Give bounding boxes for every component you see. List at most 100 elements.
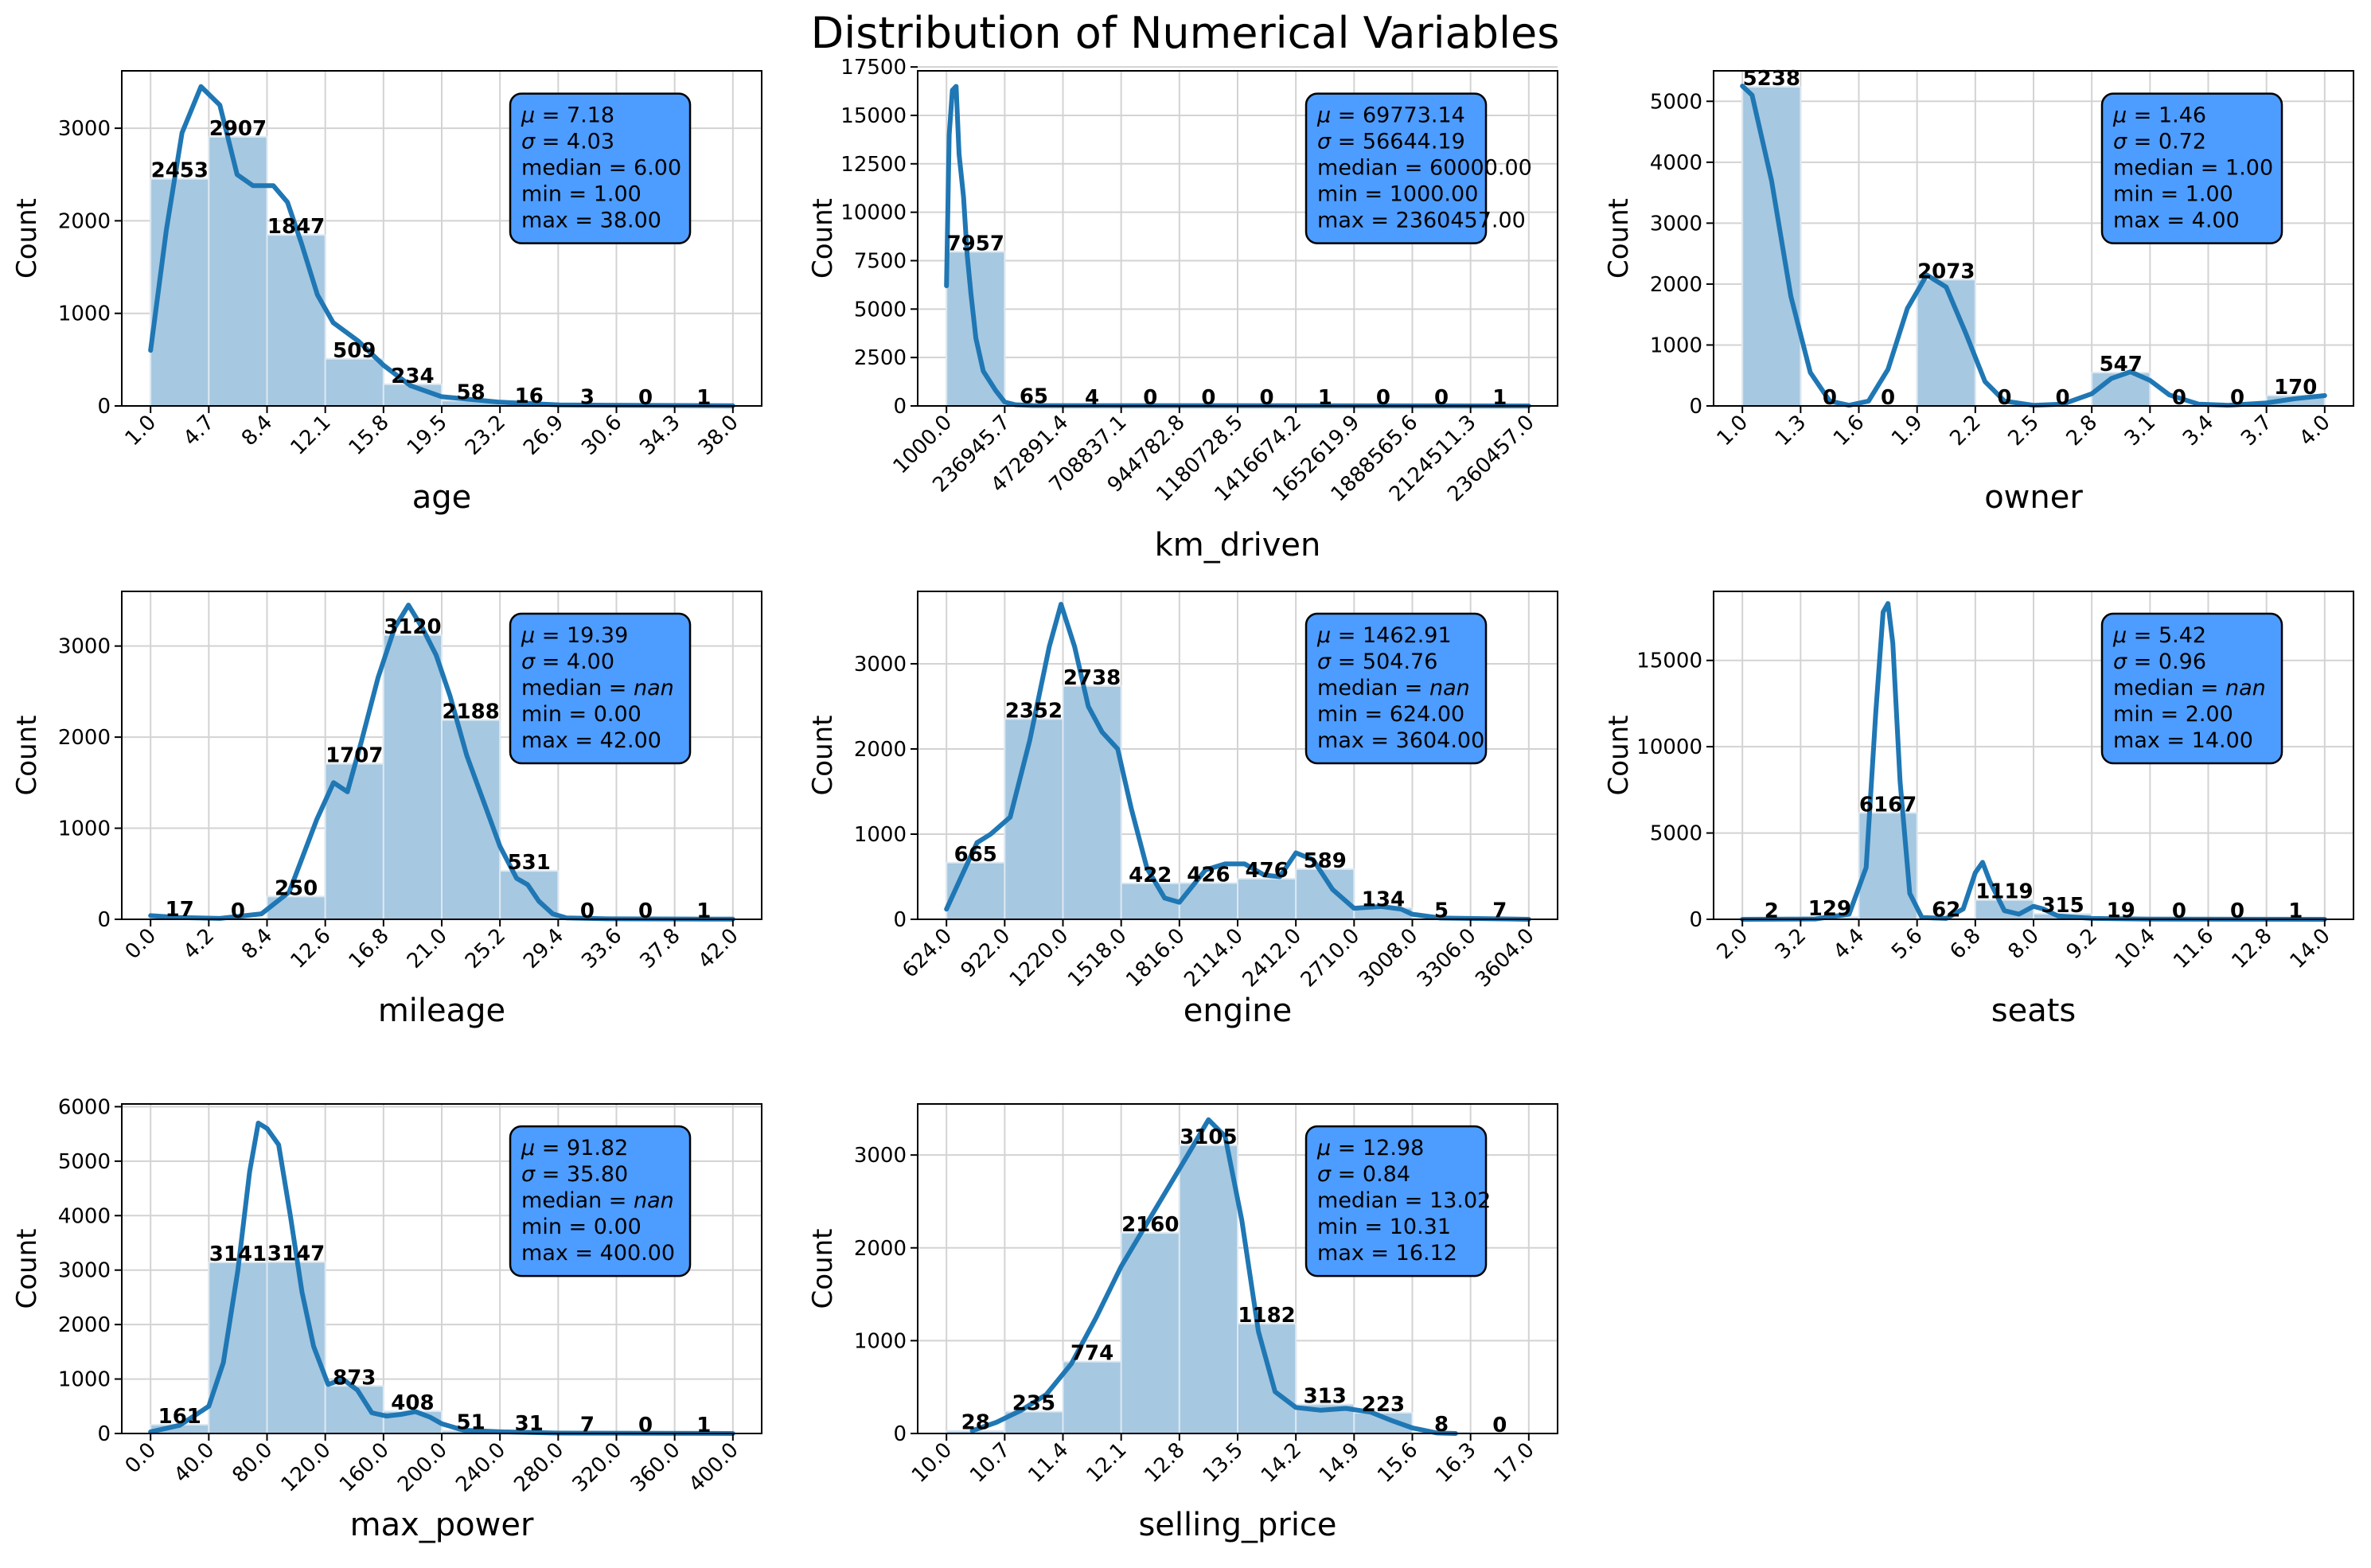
stats-box [1304, 612, 1488, 765]
x-tick-label: 3008.0 [1355, 924, 1423, 993]
x-tick-label: 10.0 [907, 1438, 957, 1488]
x-tick-label: 12.1 [286, 411, 335, 460]
x-tick-label: 1.0 [1713, 411, 1753, 451]
x-tick-label: 0.0 [121, 924, 161, 964]
x-tick-label: 2.2 [1945, 411, 1985, 451]
y-axis-label: Count [11, 1229, 43, 1309]
stat-value: 624.00 [1390, 702, 1464, 727]
x-tick-label: 11.6 [2169, 924, 2218, 973]
stat-max: max = 400.00 [521, 1241, 675, 1266]
x-tick-label: 360.0 [626, 1438, 685, 1497]
bar-count-label: 0 [1143, 386, 1157, 410]
stat-value: 4.03 [567, 130, 614, 154]
x-tick-label: 1.9 [1887, 411, 1927, 451]
x-tick-label: 160.0 [335, 1438, 394, 1497]
bar-count-label: 2352 [1005, 699, 1063, 723]
x-tick-label: 240.0 [451, 1438, 510, 1497]
histogram-bar [1004, 718, 1064, 921]
bar-count-label: 408 [391, 1391, 434, 1415]
bar-count-label: 0 [1823, 386, 1837, 410]
bar-count-label: 2 [1765, 899, 1779, 923]
y-tick-label: 17500 [840, 56, 907, 80]
y-tick-label: 5000 [1650, 90, 1702, 114]
stat-value: 1.46 [2158, 103, 2206, 128]
kde-curve [1740, 601, 2327, 922]
bar-count-label: 65 [1020, 384, 1048, 408]
bar-count-label: 1119 [1975, 880, 2033, 904]
y-axis-label: Count [807, 1229, 839, 1309]
x-tick-label: 14.9 [1315, 1438, 1364, 1488]
subplot-max_power: 161 3141 3147 873 408 51 31 7 0 1 0 1000 2000 3000 400… [11, 1095, 762, 1543]
y-tick-label: 2000 [58, 1313, 111, 1337]
bar-count-label: 0 [1881, 386, 1895, 410]
stat-mu: μ = 19.39 [521, 623, 628, 648]
x-axis-label: engine [1184, 993, 1292, 1029]
stat-median: median = nan [521, 1188, 674, 1213]
stat-value: 56644.19 [1363, 130, 1465, 154]
histogram-bar [1237, 1323, 1297, 1435]
x-tick-label: 1518.0 [1063, 924, 1132, 993]
stat-value: 3604.00 [1396, 728, 1485, 753]
x-axis-label: km_driven [1155, 527, 1321, 564]
x-axis-label: age [412, 479, 472, 516]
x-tick-label: 1.6 [1829, 411, 1869, 451]
x-tick-label: 3604.0 [1471, 924, 1539, 993]
bar-count-label: 509 [333, 339, 376, 363]
stat-min: min = 10.31 [1317, 1215, 1451, 1239]
bar-count-label: 62 [1932, 899, 1960, 922]
x-tick-label: 2710.0 [1297, 924, 1365, 993]
bar-count-label: 51 [456, 1411, 485, 1435]
kde-curve [969, 1117, 1458, 1436]
x-tick-label: 4.4 [1829, 924, 1869, 964]
y-tick-label: 2000 [1650, 273, 1702, 297]
stat-median: median = 6.00 [521, 156, 681, 181]
bar-count-label: 2073 [1917, 259, 1975, 283]
x-tick-label: 37.8 [635, 924, 684, 973]
bar-count-label: 234 [391, 365, 434, 388]
bar-count-label: 4 [1085, 386, 1099, 410]
x-tick-label: 3.7 [2236, 411, 2276, 451]
y-tick-label: 2000 [58, 726, 111, 750]
stat-value: 35.80 [567, 1162, 628, 1187]
stat-min: min = 0.00 [521, 1215, 641, 1239]
bar-count-label: 17 [166, 898, 194, 922]
bar-count-label: 0 [1260, 386, 1274, 410]
stat-min: min = 2.00 [2113, 702, 2233, 727]
stats-box [1304, 92, 1488, 244]
x-tick-label: 1.0 [121, 411, 161, 451]
y-tick-label: 3000 [854, 653, 907, 677]
bar-count-label: 2188 [442, 700, 499, 724]
stat-mu: μ = 1462.91 [1316, 623, 1452, 648]
y-tick-label: 1000 [58, 817, 111, 841]
stat-sigma: σ = 504.76 [1317, 649, 1437, 674]
stat-sigma: σ = 4.00 [521, 649, 614, 674]
bar-count-label: 1182 [1238, 1304, 1295, 1328]
x-tick-label: 8.0 [2003, 924, 2043, 964]
stat-median: median = 13.02 [1317, 1188, 1491, 1213]
histogram-bar [382, 634, 443, 921]
x-axis-label: owner [1984, 479, 2083, 516]
bar-count-label: 129 [1808, 897, 1851, 921]
y-axis-label: Count [1603, 198, 1635, 279]
kde-curve [148, 603, 735, 922]
stat-value: 2360457.00 [1396, 209, 1526, 233]
stat-sigma: σ = 0.72 [2113, 130, 2206, 154]
stat-value: nan [2225, 676, 2266, 700]
stat-max: max = 4.00 [2113, 209, 2240, 233]
bar-count-label: 0 [2172, 386, 2186, 410]
y-tick-label: 0 [97, 1422, 111, 1446]
bar-count-label: 2738 [1063, 666, 1121, 690]
stat-max: max = 3604.00 [1317, 728, 1484, 753]
y-tick-label: 4000 [1650, 151, 1702, 175]
stat-value: 16.12 [1396, 1241, 1457, 1266]
bar-count-label: 1847 [267, 215, 325, 239]
x-tick-label: 1816.0 [1121, 924, 1190, 993]
bar-count-label: 6167 [1859, 793, 1917, 817]
histogram-bar [1120, 1232, 1180, 1435]
histogram-bar [1741, 86, 1802, 408]
stat-value: 1.00 [2186, 182, 2233, 207]
bar-count-label: 16 [515, 384, 544, 408]
bar-count-label: 0 [580, 899, 595, 923]
